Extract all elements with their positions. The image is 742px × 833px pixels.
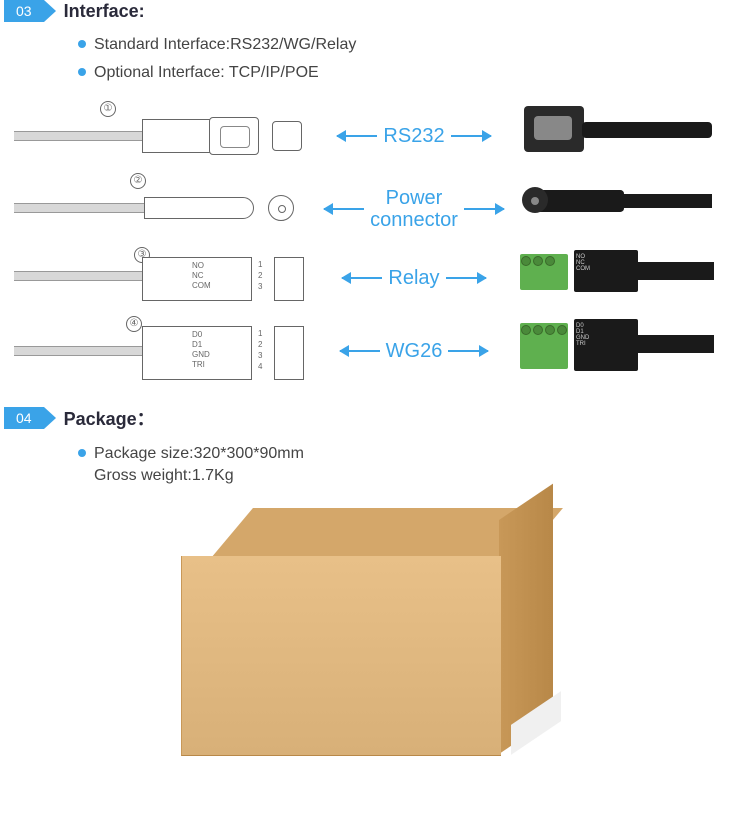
interface-bullets: Standard Interface:RS232/WG/Relay Option…	[78, 34, 742, 85]
rs232-connector-photo	[524, 106, 584, 152]
schematic-power: ②	[14, 183, 254, 233]
label-power: Powerconnector	[370, 187, 458, 231]
diagram-row-wg26: ④ D0 D1 GND TRI 1 2 3 4 WG26	[14, 320, 714, 370]
arrow-left-icon	[342, 277, 382, 279]
power-jack-icon	[144, 197, 254, 219]
rs232-port-icon	[272, 121, 302, 151]
bullet-item: Standard Interface:RS232/WG/Relay	[78, 34, 742, 56]
arrow-label-relay: Relay	[314, 267, 514, 290]
arrow-right-icon	[464, 208, 504, 210]
bullet-item: Package size:320*300*90mm Gross weight:1…	[78, 443, 742, 488]
wg26-pin-labels: D0 D1 GND TRI	[192, 330, 210, 370]
schematic-rs232: ①	[14, 111, 254, 161]
cable-photo	[636, 335, 714, 353]
bullet-dot-icon	[78, 449, 86, 457]
box-front-face	[181, 556, 501, 756]
wire-icon	[14, 346, 144, 356]
pin-number-4: ④	[126, 316, 142, 332]
section-04-header: 04 Package：	[0, 405, 742, 431]
relay-pin-nums: 1 2 3	[258, 259, 262, 292]
relay-pin-labels: NO NC COM	[192, 261, 211, 291]
photo-power	[514, 178, 714, 238]
bullet-dot-icon	[78, 68, 86, 76]
photo-wg26: D0 D1 GND TRI	[514, 315, 714, 375]
cable-photo	[636, 262, 714, 280]
arrow-right-icon	[451, 135, 491, 137]
arrow-left-icon	[340, 350, 380, 352]
arrow-label-rs232: RS232	[314, 125, 514, 148]
interface-diagram: ① RS232 ② Powerco	[14, 105, 714, 375]
black-terminal-photo: NO NC COM	[574, 250, 638, 292]
diagram-row-power: ② Powerconnector	[14, 183, 714, 233]
bullet-text: Optional Interface: TCP/IP/POE	[94, 62, 319, 84]
power-socket-icon	[268, 195, 294, 221]
wire-icon	[14, 131, 144, 141]
package-box-image	[181, 508, 561, 788]
arrow-right-icon	[448, 350, 488, 352]
section-number-04: 04	[4, 407, 44, 429]
pin-number-2: ②	[130, 173, 146, 189]
diagram-row-relay: ③ NO NC COM 1 2 3 Relay	[14, 251, 714, 301]
package-bullets: Package size:320*300*90mm Gross weight:1…	[78, 443, 742, 488]
bullet-sub-text: Gross weight:1.7Kg	[94, 465, 304, 487]
power-connector-photo	[524, 190, 624, 212]
rs232-plug-icon	[209, 117, 259, 155]
cable-photo	[582, 122, 712, 138]
bullet-text: Standard Interface:RS232/WG/Relay	[94, 34, 356, 56]
green-terminal-photo	[520, 254, 568, 290]
bullet-text: Package size:320*300*90mm	[94, 443, 304, 465]
connector-body	[142, 119, 212, 153]
bullet-item: Optional Interface: TCP/IP/POE	[78, 62, 742, 84]
arrow-label-wg26: WG26	[314, 340, 514, 363]
schematic-relay: ③ NO NC COM 1 2 3	[14, 251, 254, 301]
cable-photo	[622, 194, 712, 208]
black-terminal-photo: D0 D1 GND TRI	[574, 319, 638, 371]
bullet-dot-icon	[78, 40, 86, 48]
green-terminal-photo	[520, 323, 568, 369]
arrow-left-icon	[324, 208, 364, 210]
section-title-package: Package：	[64, 405, 155, 431]
wire-icon	[14, 203, 144, 213]
label-wg26: WG26	[386, 340, 443, 363]
terminal-front-icon	[274, 257, 304, 301]
schematic-wg26: ④ D0 D1 GND TRI 1 2 3 4	[14, 320, 254, 370]
photo-relay: NO NC COM	[514, 246, 714, 306]
terminal-front-icon	[274, 326, 304, 380]
pin-number-1: ①	[100, 101, 116, 117]
arrow-right-icon	[446, 277, 486, 279]
wg26-pin-nums: 1 2 3 4	[258, 328, 262, 372]
label-relay: Relay	[388, 267, 439, 290]
diagram-row-rs232: ① RS232	[14, 111, 714, 161]
section-title-interface: Interface:	[64, 1, 145, 22]
arrow-label-power: Powerconnector	[314, 187, 514, 231]
wire-icon	[14, 271, 144, 281]
label-rs232: RS232	[383, 125, 444, 148]
section-03-header: 03 Interface:	[0, 0, 742, 22]
photo-rs232	[514, 106, 714, 166]
section-number-03: 03	[4, 0, 44, 22]
arrow-left-icon	[337, 135, 377, 137]
